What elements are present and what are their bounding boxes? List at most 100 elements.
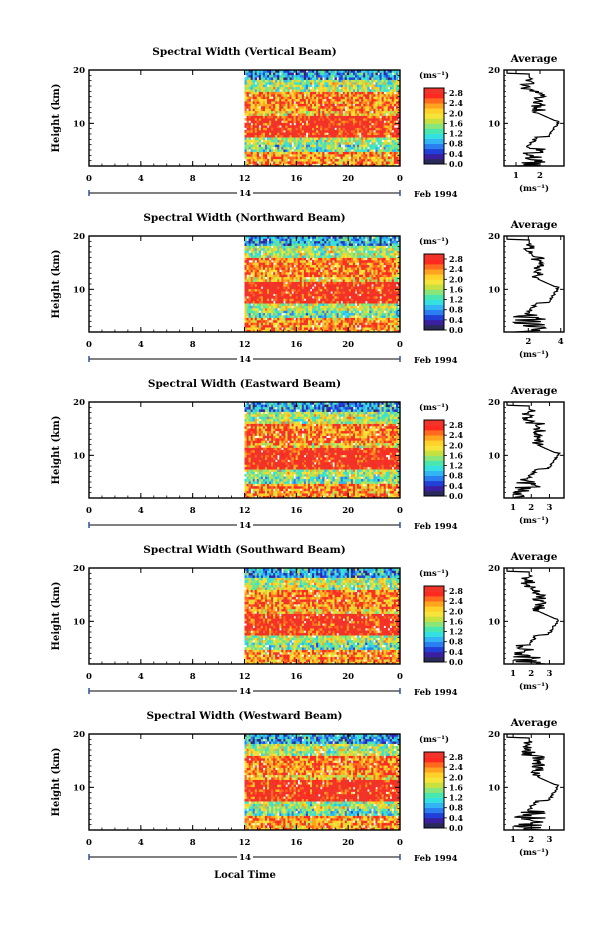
heatmap-cell — [301, 298, 305, 302]
heatmap-cell — [397, 122, 401, 126]
heatmap-cell — [344, 120, 348, 124]
heatmap-cell — [256, 312, 260, 316]
heatmap-cell — [250, 89, 253, 92]
heatmap-cell — [256, 72, 260, 76]
heatmap-cell — [381, 291, 384, 294]
heatmap-cell — [389, 122, 393, 126]
heatmap-cell — [346, 91, 350, 95]
heatmap-cell — [264, 113, 268, 116]
heatmap-cell — [271, 98, 274, 102]
heatmap-cell — [379, 284, 382, 287]
heatmap-cell — [326, 98, 329, 102]
heatmap-cell — [287, 320, 290, 323]
heatmap-cell — [350, 137, 354, 140]
heatmap-cell — [367, 132, 370, 136]
heatmap-cell — [305, 305, 309, 309]
heatmap-cell — [256, 127, 260, 131]
heatmap-cell — [332, 293, 335, 297]
heatmap-cell — [346, 310, 350, 314]
heatmap-cell — [334, 288, 337, 292]
heatmap-cell — [260, 151, 264, 155]
heatmap-cell — [322, 317, 325, 321]
heatmap-cell — [379, 137, 382, 140]
heatmap-cell — [262, 329, 266, 333]
heatmap-cell — [314, 327, 317, 330]
heatmap-cell — [312, 118, 315, 121]
heatmap-cell — [258, 146, 262, 150]
heatmap-cell — [381, 137, 384, 140]
heatmap-cell — [273, 156, 276, 160]
heatmap-cell — [299, 98, 303, 102]
heatmap-cell — [393, 296, 397, 299]
heatmap-cell — [361, 122, 364, 126]
heatmap-cell — [336, 269, 339, 273]
heatmap-cell — [367, 154, 370, 157]
heatmap-cell — [273, 108, 276, 112]
heatmap-cell — [332, 279, 335, 282]
heatmap-cell — [244, 103, 247, 107]
heatmap-cell — [297, 154, 301, 157]
heatmap-cell — [363, 298, 366, 302]
heatmap-cell — [293, 96, 296, 100]
heatmap-cell — [350, 122, 354, 126]
heatmap-cell — [391, 276, 395, 280]
heatmap-cell — [273, 82, 276, 85]
heatmap-cell — [301, 322, 305, 326]
heatmap-cell — [379, 134, 382, 138]
heatmap-cell — [375, 103, 378, 107]
heatmap-cell — [301, 276, 305, 280]
heatmap-cell — [303, 151, 307, 155]
panel-2: Spectral Width (Northward Beam)0 4 8 12 16 20… — [51, 212, 565, 366]
heatmap-cell — [293, 86, 296, 90]
heatmap-cell — [397, 134, 401, 138]
heatmap-cell — [363, 137, 366, 140]
heatmap-cell — [299, 274, 303, 278]
heatmap-cell — [383, 303, 386, 306]
heatmap-cell — [297, 269, 301, 273]
colorbar-swatch — [424, 108, 444, 114]
heatmap-cell — [357, 269, 360, 273]
heatmap-cell — [312, 134, 315, 138]
heatmap-cell — [258, 127, 262, 131]
heatmap-cell — [246, 89, 249, 92]
heatmap-cell — [383, 86, 386, 90]
heatmap-cell — [375, 70, 378, 73]
heatmap-cell — [393, 276, 397, 280]
heatmap-cell — [303, 103, 307, 107]
colorbar-swatch — [424, 128, 444, 134]
heatmap-cell — [344, 272, 348, 275]
heatmap-cell — [299, 86, 303, 90]
heatmap-cell — [273, 163, 276, 167]
heatmap-cell — [314, 106, 317, 109]
heatmap-cell — [375, 276, 378, 280]
heatmap-cell — [246, 305, 249, 309]
heatmap-cell — [397, 139, 401, 143]
heatmap-cell — [309, 291, 313, 294]
heatmap-cell — [357, 125, 360, 128]
heatmap-cell — [318, 303, 321, 306]
heatmap-cell — [267, 310, 270, 314]
heatmap-cell — [377, 269, 380, 273]
heatmap-cell — [383, 327, 386, 330]
heatmap-cell — [277, 139, 280, 143]
heatmap-cell — [271, 77, 274, 80]
heatmap-cell — [322, 96, 325, 100]
heatmap-cell — [385, 89, 389, 92]
heatmap-cell — [365, 89, 368, 92]
heatmap-cell — [363, 84, 366, 88]
heatmap-cell — [393, 144, 397, 148]
heatmap-cell — [324, 134, 327, 138]
heatmap-cell — [375, 291, 378, 294]
heatmap-cell — [289, 149, 292, 152]
heatmap-cell — [373, 144, 376, 148]
heatmap-cell — [285, 108, 288, 112]
heatmap-cell — [322, 91, 325, 95]
heatmap-cell — [369, 113, 372, 116]
heatmap-cell — [258, 144, 262, 148]
heatmap-cell — [264, 70, 268, 73]
heatmap-cell — [324, 120, 327, 124]
heatmap-cell — [301, 163, 305, 167]
heatmap-cell — [369, 77, 372, 80]
heatmap-cell — [338, 151, 341, 155]
heatmap-cell — [369, 315, 372, 318]
